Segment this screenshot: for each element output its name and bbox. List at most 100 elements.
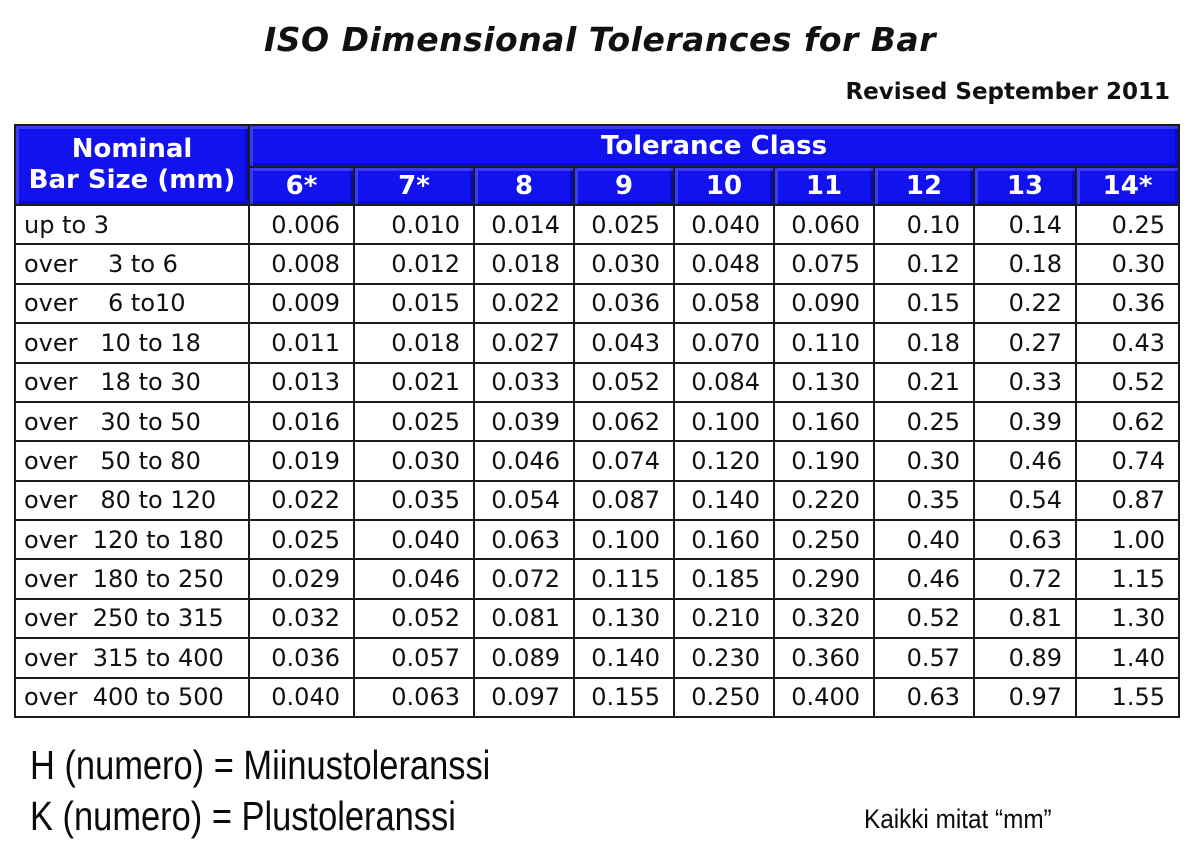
tolerance-value: 0.87 [1074,479,1181,522]
table-row: over 10 to 18 0.011 0.018 0.027 0.043 0.070 0.… [14,322,1181,364]
table-row: over 315 to 400 0.036 0.057 0.089 0.140 0.230… [14,637,1181,679]
tolerance-value: 0.036 [573,282,675,325]
tolerance-value: 0.009 [248,282,355,325]
tolerance-value: 0.360 [773,637,875,679]
tolerance-value: 0.063 [473,518,575,561]
tolerance-value: 0.025 [248,518,355,561]
tolerance-value: 0.12 [873,243,975,285]
tolerance-value: 0.15 [873,282,975,325]
table-row: over 50 to 80 0.019 0.030 0.046 0.074 0.120 0.… [14,440,1181,482]
tolerance-value: 0.014 [473,203,575,246]
column-header: 8 [473,166,575,206]
tolerance-value: 0.087 [573,479,675,522]
table-row: over 6 to10 0.009 0.015 0.022 0.036 0.058 0.09… [14,282,1181,325]
table-row: up to 3 0.006 0.010 0.014 0.025 0.040 0.060 0.1… [14,203,1181,246]
tolerance-value: 0.46 [973,440,1077,482]
table-row: over 120 to 180 0.025 0.040 0.063 0.100 0.160… [14,518,1181,561]
tolerance-value: 1.15 [1074,558,1181,600]
column-header: 14* [1074,166,1181,206]
bar-size-label: over 120 to 180 [14,518,250,561]
tolerance-value: 0.25 [1074,203,1181,246]
row-header-nominal-bar-size: Nominal Bar Size (mm) [14,124,250,206]
column-header: 13 [973,166,1077,206]
units-note: Kaikki mitat “mm” [864,804,1052,834]
tolerance-value: 0.46 [873,558,975,600]
tolerance-value: 1.55 [1074,676,1181,718]
tolerance-class-header-row: 6* 7* 8 9 10 11 12 13 14* [15,166,1181,206]
tolerance-value: 0.140 [573,637,675,679]
tolerance-value: 0.019 [248,440,355,482]
table-row: over 180 to 250 0.029 0.046 0.072 0.115 0.185… [14,558,1181,600]
tolerance-value: 0.012 [353,243,475,285]
tolerance-value: 0.210 [673,597,775,640]
tolerance-value: 0.39 [973,400,1077,443]
bar-size-label: over 180 to 250 [14,558,250,600]
tolerance-value: 0.63 [973,518,1077,561]
tolerance-value: 0.022 [248,479,355,522]
tolerance-value: 0.25 [873,400,975,443]
tolerance-value: 0.110 [773,322,875,364]
tolerance-value: 0.320 [773,597,875,640]
tolerance-value: 0.052 [353,597,475,640]
column-header: 10 [673,166,775,206]
table-row: over 400 to 500 0.040 0.063 0.097 0.155 0.250… [14,676,1181,718]
tolerance-value: 0.89 [973,637,1077,679]
bar-size-label: over 6 to10 [14,282,250,325]
legend-plus-tolerance: K (numero) = Plustoleranssi [30,793,456,839]
tolerance-value: 0.18 [973,243,1077,285]
tolerance-value: 0.27 [973,322,1077,364]
column-header: 11 [773,166,875,206]
tolerance-value: 0.025 [573,203,675,246]
tolerance-value: 0.033 [473,361,575,403]
bar-size-label: over 250 to 315 [14,597,250,640]
tolerance-value: 0.040 [353,518,475,561]
tolerance-value: 0.030 [353,440,475,482]
tolerance-value: 0.097 [473,676,575,718]
table-row: over 250 to 315 0.032 0.052 0.081 0.130 0.210… [14,597,1181,640]
tolerance-value: 1.40 [1074,637,1181,679]
row-header-line1: Nominal [71,134,193,164]
tolerance-value: 0.290 [773,558,875,600]
tolerance-value: 0.011 [248,322,355,364]
tolerance-value: 0.040 [248,676,355,718]
table-row: over 80 to 120 0.022 0.035 0.054 0.087 0.140 0… [14,479,1181,522]
tolerance-value: 0.010 [353,203,475,246]
tolerance-value: 0.070 [673,322,775,364]
column-header: 12 [873,166,975,206]
tolerance-value: 0.040 [673,203,775,246]
tolerance-value: 0.250 [773,518,875,561]
tolerance-value: 0.54 [973,479,1077,522]
table-row: over 3 to 6 0.008 0.012 0.018 0.030 0.048 0.07… [14,243,1181,285]
bar-size-label: over 30 to 50 [14,400,250,443]
bar-size-label: over 50 to 80 [14,440,250,482]
tolerance-value: 0.21 [873,361,975,403]
tolerance-value: 0.14 [973,203,1077,246]
bar-size-label: over 400 to 500 [14,676,250,718]
tolerance-value: 0.72 [973,558,1077,600]
tolerance-value: 0.190 [773,440,875,482]
tolerance-value: 0.81 [973,597,1077,640]
page-title: ISO Dimensional Tolerances for Bar [264,20,936,59]
tolerance-table: Nominal Bar Size (mm) Tolerance Class 6*… [14,124,1181,718]
bar-size-label: over 315 to 400 [14,637,250,679]
tolerance-value: 0.30 [1074,243,1181,285]
tolerance-value: 0.015 [353,282,475,325]
tolerance-value: 0.084 [673,361,775,403]
tolerance-value: 1.00 [1074,518,1181,561]
tolerance-value: 0.74 [1074,440,1181,482]
tolerance-value: 0.100 [673,400,775,443]
tolerance-value: 0.081 [473,597,575,640]
tolerance-value: 0.160 [773,400,875,443]
group-header-tolerance-class: Tolerance Class [247,124,1181,168]
tolerance-value: 0.030 [573,243,675,285]
tolerance-value: 0.140 [673,479,775,522]
tolerance-value: 0.090 [773,282,875,325]
tolerance-value: 0.013 [248,361,355,403]
tolerance-value: 0.016 [248,400,355,443]
tolerance-value: 0.100 [573,518,675,561]
tolerance-value: 0.10 [873,203,975,246]
tolerance-value: 0.063 [353,676,475,718]
tolerance-value: 0.046 [353,558,475,600]
tolerance-value: 0.048 [673,243,775,285]
